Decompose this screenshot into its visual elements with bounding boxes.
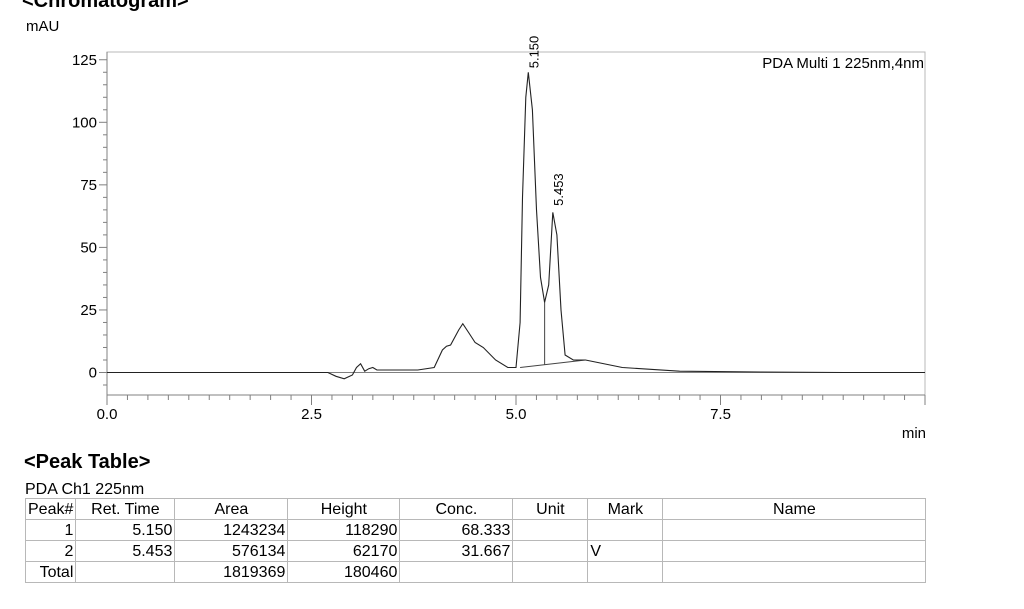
col-header-unit: Unit — [512, 498, 589, 520]
col-header-name: Name — [662, 498, 927, 520]
chromatogram-trace — [107, 72, 925, 380]
cell-conc: 68.333 — [399, 519, 514, 541]
y-axis-unit: mAU — [26, 18, 59, 35]
cell-total-area: 1819369 — [174, 561, 289, 583]
cell-total-label: Total — [24, 561, 77, 583]
col-header-peak: Peak# — [24, 498, 77, 520]
cell-ret-time: 5.150 — [75, 519, 176, 541]
x-axis-unit: min — [902, 425, 926, 442]
peak-labels: 5.150 5.453 — [526, 36, 566, 206]
cell-total-height: 180460 — [287, 561, 401, 583]
y-tick-label: 100 — [72, 114, 97, 131]
peak-table-title: <Peak Table> — [24, 451, 151, 473]
cell-conc: 31.667 — [399, 540, 514, 562]
x-tick-label: 0.0 — [97, 406, 118, 423]
detector-label: PDA Multi 1 225nm,4nm — [762, 55, 924, 72]
cell-name — [662, 540, 927, 562]
cell-area: 1243234 — [174, 519, 289, 541]
col-header-conc: Conc. — [399, 498, 514, 520]
y-tick-label: 0 — [89, 365, 97, 382]
col-header-area: Area — [174, 498, 289, 520]
cell-height: 62170 — [287, 540, 401, 562]
cell-empty — [75, 561, 176, 583]
cell-peak: 1 — [24, 519, 77, 541]
peak-table-header-row: Peak# Ret. Time Area Height Conc. Unit M… — [24, 498, 927, 520]
table-total-row: Total 1819369 180460 — [24, 561, 927, 583]
cell-unit — [512, 540, 589, 562]
peak-table: Peak# Ret. Time Area Height Conc. Unit M… — [24, 498, 927, 583]
col-header-mark: Mark — [587, 498, 664, 520]
cell-ret-time: 5.453 — [75, 540, 176, 562]
cell-empty — [662, 561, 927, 583]
peak-label: 5.453 — [551, 173, 566, 206]
x-tick-label: 2.5 — [301, 406, 322, 423]
table-row: 2 5.453 576134 62170 31.667 V — [24, 540, 927, 562]
y-tick-label: 25 — [80, 302, 97, 319]
x-tick-label: 7.5 — [710, 406, 731, 423]
cell-mark: V — [587, 540, 664, 562]
y-tick-label: 50 — [80, 239, 97, 256]
plot-frame — [106, 51, 926, 396]
cell-name — [662, 519, 927, 541]
table-row: 1 5.150 1243234 118290 68.333 — [24, 519, 927, 541]
y-tick-label: 75 — [80, 177, 97, 194]
x-tick-label: 5.0 — [506, 406, 527, 423]
peak-label: 5.150 — [526, 36, 541, 69]
y-tick-label: 125 — [72, 52, 97, 69]
cell-unit — [512, 519, 589, 541]
cell-height: 118290 — [287, 519, 401, 541]
col-header-height: Height — [287, 498, 401, 520]
integration-baseline — [520, 359, 586, 368]
cell-peak: 2 — [24, 540, 77, 562]
cell-area: 576134 — [174, 540, 289, 562]
cell-empty — [399, 561, 514, 583]
x-axis: 0.0 2.5 5.0 7.5 — [97, 394, 926, 423]
cell-empty — [587, 561, 664, 583]
peak-table-channel: PDA Ch1 225nm — [25, 481, 145, 498]
y-axis: 0 25 50 75 100 125 — [72, 52, 108, 395]
col-header-ret-time: Ret. Time — [75, 498, 176, 520]
chromatogram-title: <Chromatogram> — [22, 0, 189, 12]
cell-empty — [512, 561, 589, 583]
cell-mark — [587, 519, 664, 541]
chromatogram-chart: <Chromatogram> mAU 0 25 50 75 100 125 0.0 2.5 5… — [22, 0, 926, 442]
